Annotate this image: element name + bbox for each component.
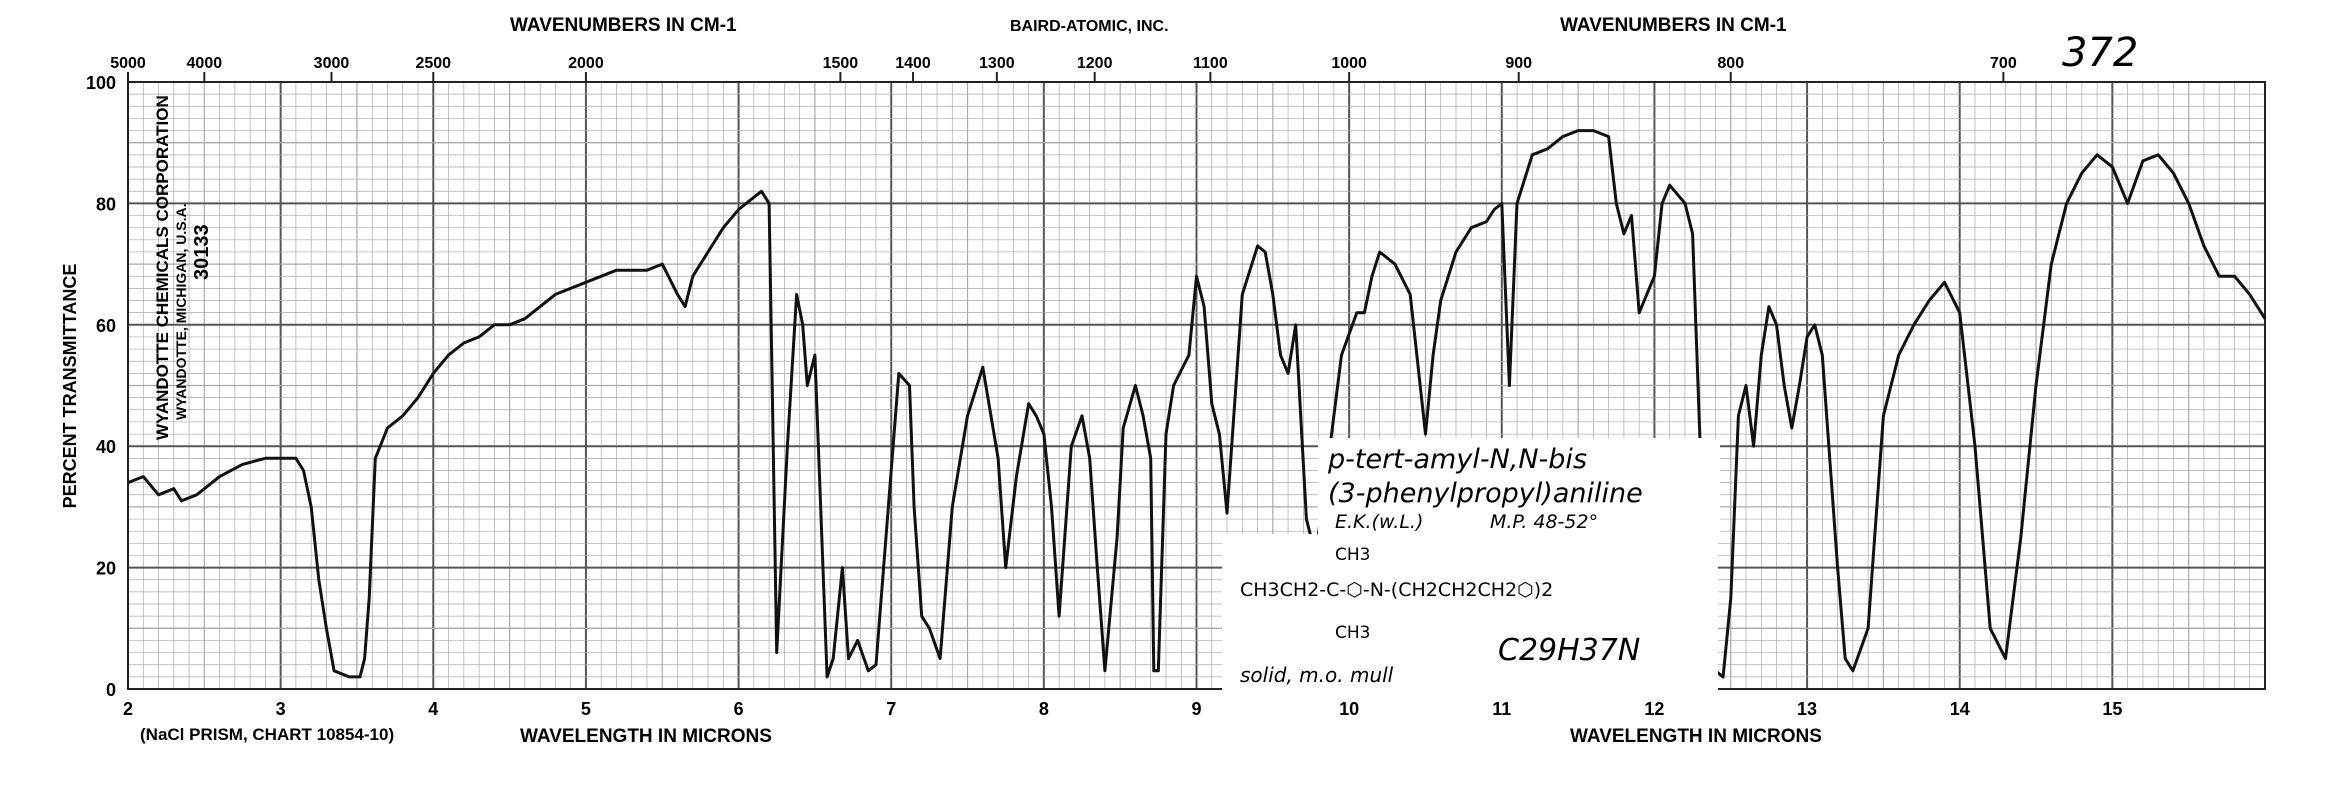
x-axis-ticks: 2 3 4 5 6 7 8 9 10 11 12 13 14 15	[123, 699, 2122, 719]
molecular-formula: C29H37N	[1498, 633, 1640, 668]
spectrum-trace	[127, 129, 2267, 679]
wavenumber-tick-label: 3000	[314, 55, 350, 72]
x-tick-label: 11	[1492, 699, 1511, 719]
sample-name-line1: p-tert-amyl-N,N-bis	[1327, 444, 1587, 475]
x-tick-label: 7	[886, 699, 896, 719]
y-tick-label: 80	[96, 194, 116, 214]
wavenumber-tick-label: 1300	[979, 55, 1015, 72]
x-tick-label: 3	[276, 699, 286, 719]
wavenumber-tick-label: 5000	[110, 55, 146, 72]
company-stamp: WYANDOTTE CHEMICALS CORPORATION WYANDOTT…	[153, 95, 213, 440]
plot-frame	[127, 81, 2266, 690]
wavenumber-tick-label: 2500	[415, 55, 451, 72]
x-axis-label-left: WAVELENGTH IN MICRONS	[520, 726, 772, 747]
x-tick-label: 9	[1191, 699, 1201, 719]
sample-name-line2: (3-phenylpropyl)aniline	[1328, 478, 1643, 509]
chart-grid	[127, 81, 2266, 690]
wavenumber-tick-label: 1500	[823, 55, 859, 72]
wavenumber-tick-label: 1000	[1331, 55, 1367, 72]
wavenumber-tick-label: 1100	[1193, 55, 1228, 72]
y-tick-label: 0	[106, 680, 116, 700]
stamp-line-2: WYANDOTTE, MICHIGAN, U.S.A.	[173, 204, 189, 421]
stamp-line-3: 30133	[191, 224, 213, 280]
x-tick-label: 6	[734, 699, 744, 719]
wavenumber-ticks: 5000 4000 3000 2500 2000 1500 1400 1300 1200 1100…	[110, 55, 2017, 82]
structure-formula: CH3CH2-C-⬡-N-(CH2CH2CH2⬡)2	[1240, 579, 1553, 601]
wavenumber-tick-label: 1400	[895, 55, 931, 72]
x-tick-label: 8	[1039, 699, 1049, 719]
sample-melting-point: M.P. 48-52°	[1490, 511, 1598, 533]
y-tick-label: 20	[96, 559, 116, 579]
wavenumber-tick-label: 700	[1990, 55, 2017, 72]
wavenumber-tick-label: 4000	[187, 55, 223, 72]
header-company: BAIRD-ATOMIC, INC.	[1010, 18, 1169, 35]
structure-bottom-group: CH3	[1335, 623, 1370, 643]
header-wavenumbers-right: WAVENUMBERS IN CM-1	[1560, 15, 1787, 36]
y-axis-ticks: 0 20 40 60 80 100	[86, 73, 116, 700]
x-tick-label: 15	[2102, 699, 2122, 719]
wavenumber-tick-label: 2000	[568, 55, 604, 72]
sample-state: solid, m.o. mull	[1240, 663, 1394, 687]
y-tick-label: 100	[86, 73, 116, 93]
y-tick-label: 60	[96, 316, 116, 336]
x-tick-label: 13	[1797, 699, 1817, 719]
spectrum-number: 372	[2062, 30, 2138, 76]
wavenumber-tick-label: 900	[1505, 55, 1532, 72]
x-tick-label: 5	[581, 699, 591, 719]
x-tick-label: 14	[1950, 699, 1970, 719]
prism-note: (NaCl PRISM, CHART 10854-10)	[140, 725, 394, 744]
structure-top-group: CH3	[1335, 545, 1370, 565]
wavenumber-tick-label: 1200	[1077, 55, 1113, 72]
sample-name-box	[1318, 438, 1720, 534]
x-axis-label-right: WAVELENGTH IN MICRONS	[1570, 726, 1822, 747]
y-axis-label: PERCENT TRANSMITTANCE	[60, 264, 80, 509]
sample-source: E.K.(w.L.)	[1335, 511, 1423, 533]
sample-structure-box	[1222, 534, 1718, 692]
x-tick-label: 2	[123, 699, 133, 719]
y-tick-label: 40	[96, 437, 116, 457]
header-wavenumbers-left: WAVENUMBERS IN CM-1	[510, 15, 737, 36]
x-tick-label: 4	[428, 699, 438, 719]
stamp-line-1: WYANDOTTE CHEMICALS CORPORATION	[153, 95, 172, 440]
x-tick-label: 10	[1339, 699, 1359, 719]
x-tick-label: 12	[1644, 699, 1664, 719]
wavenumber-tick-label: 800	[1717, 55, 1744, 72]
